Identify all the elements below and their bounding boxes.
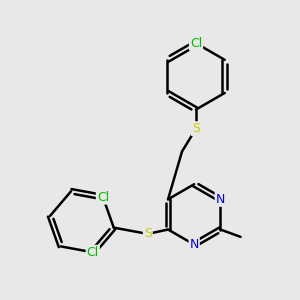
- Text: N: N: [190, 238, 199, 251]
- Text: S: S: [192, 122, 200, 135]
- Text: S: S: [144, 227, 152, 240]
- Text: Cl: Cl: [190, 37, 202, 50]
- Text: Cl: Cl: [87, 246, 99, 259]
- Text: N: N: [216, 193, 225, 206]
- Text: Cl: Cl: [97, 190, 109, 204]
